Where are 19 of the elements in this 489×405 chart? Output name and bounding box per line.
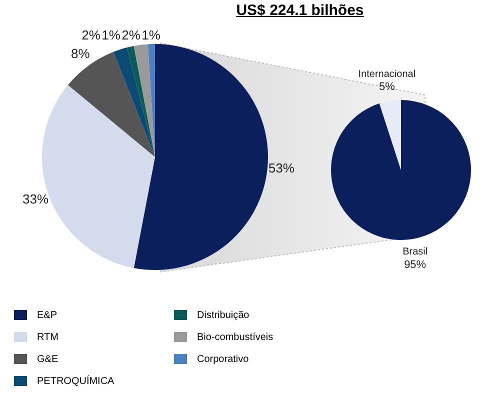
data-label: 53% bbox=[268, 160, 295, 176]
data-label: 1% bbox=[142, 28, 161, 43]
data-label: 95% bbox=[404, 258, 426, 271]
legend-label: E&P bbox=[36, 308, 58, 322]
data-label: 2% bbox=[82, 28, 101, 43]
legend-label: Distribuição bbox=[196, 308, 250, 322]
legend-label: RTM bbox=[36, 330, 60, 344]
data-label: 33% bbox=[22, 192, 49, 207]
legend-label: Corporativo bbox=[196, 352, 250, 366]
data-label: 2% bbox=[122, 28, 141, 43]
legend-label: Bio-combustíveis bbox=[196, 330, 274, 344]
slice-label: Internacional bbox=[358, 68, 416, 80]
data-label: 5% bbox=[378, 81, 396, 94]
legend-label: G&E bbox=[36, 352, 60, 366]
chart-title: US$ 224.1 bilhões bbox=[235, 2, 365, 19]
data-label: 1% bbox=[102, 28, 121, 43]
legend-label: PETROQUÍMICA bbox=[36, 374, 116, 388]
data-label: 8% bbox=[70, 46, 90, 61]
slice-label: Brasil bbox=[402, 246, 428, 258]
